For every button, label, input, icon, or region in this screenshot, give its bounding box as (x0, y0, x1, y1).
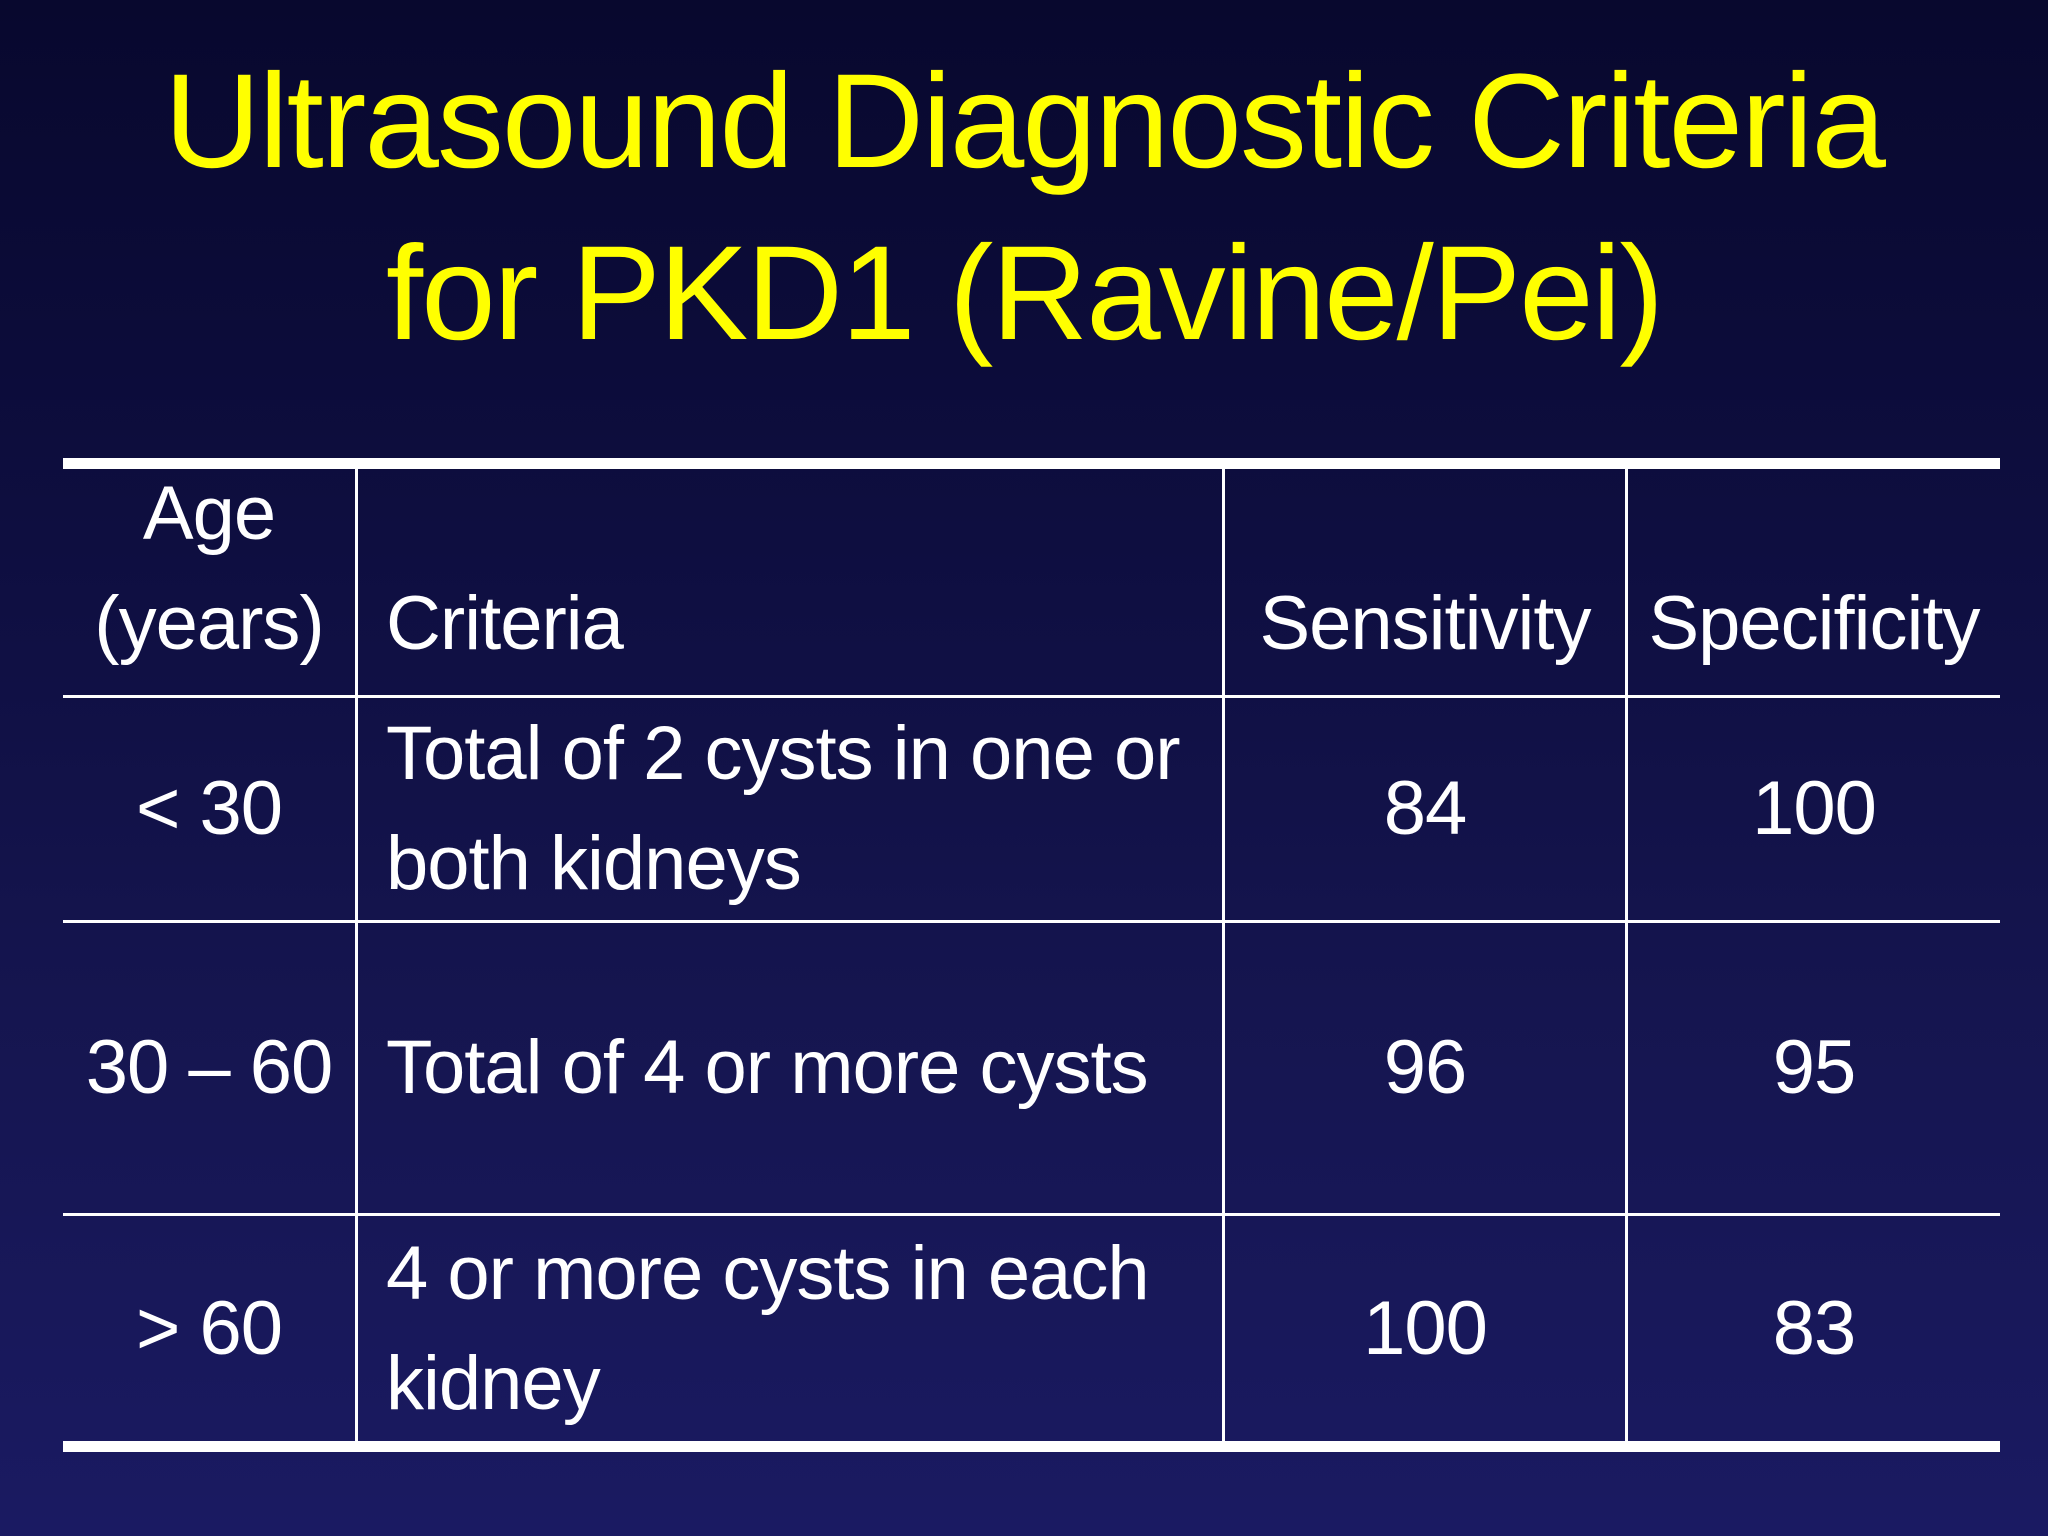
row1-criteria-value: Total of 2 cysts in one or both kidneys (386, 711, 1181, 906)
slide-title: Ultrasound Diagnostic Criteria for PKD1 … (0, 36, 2048, 380)
diagnostic-criteria-table: Age (years) Criteria Sensitivity Specifi… (63, 458, 2000, 1452)
row2-criteria-cell: Total of 4 or more cysts (355, 920, 1222, 1213)
row1-criteria-cell: Total of 2 cysts in one or both kidneys (355, 695, 1222, 920)
row2-age-cell: 30 – 60 (63, 920, 355, 1213)
header-sensitivity-cell: Sensitivity (1222, 469, 1625, 695)
row3-criteria-cell: 4 or more cysts in each kidney (355, 1213, 1222, 1441)
slide-title-line2: for PKD1 (Ravine/Pei) (385, 219, 1664, 368)
row2-criteria-value: Total of 4 or more cysts (386, 1025, 1149, 1110)
header-age-line2: (years) (94, 581, 324, 666)
row1-age-value: < 30 (135, 766, 283, 851)
row1-specificity-value: 100 (1752, 766, 1877, 851)
row3-specificity-value: 83 (1772, 1285, 1857, 1371)
row1-age-cell: < 30 (63, 695, 355, 920)
slide-title-line1: Ultrasound Diagnostic Criteria (164, 47, 1886, 196)
header-criteria-label: Criteria (386, 581, 624, 666)
row2-specificity-value: 95 (1772, 1025, 1857, 1110)
row3-age-cell: > 60 (63, 1213, 355, 1441)
row1-sensitivity-cell: 84 (1222, 695, 1625, 920)
row3-specificity-cell: 83 (1625, 1213, 2000, 1441)
row3-sensitivity-cell: 100 (1222, 1213, 1625, 1441)
row1-sensitivity-value: 84 (1383, 766, 1468, 851)
row3-age-value: > 60 (135, 1285, 283, 1371)
row2-sensitivity-cell: 96 (1222, 920, 1625, 1213)
header-specificity-label: Specificity (1648, 581, 1980, 666)
header-age-cell: Age (years) (63, 469, 355, 695)
row2-sensitivity-value: 96 (1383, 1025, 1468, 1110)
row2-age-value: 30 – 60 (85, 1025, 334, 1110)
row3-criteria-value: 4 or more cysts in each kidney (386, 1230, 1150, 1426)
row3-sensitivity-value: 100 (1363, 1285, 1488, 1371)
header-specificity-cell: Specificity (1625, 469, 2000, 695)
row1-specificity-cell: 100 (1625, 695, 2000, 920)
header-criteria-cell: Criteria (355, 469, 1222, 695)
header-sensitivity-label: Sensitivity (1259, 581, 1591, 666)
header-age-line1: Age (142, 471, 276, 556)
row2-specificity-cell: 95 (1625, 920, 2000, 1213)
